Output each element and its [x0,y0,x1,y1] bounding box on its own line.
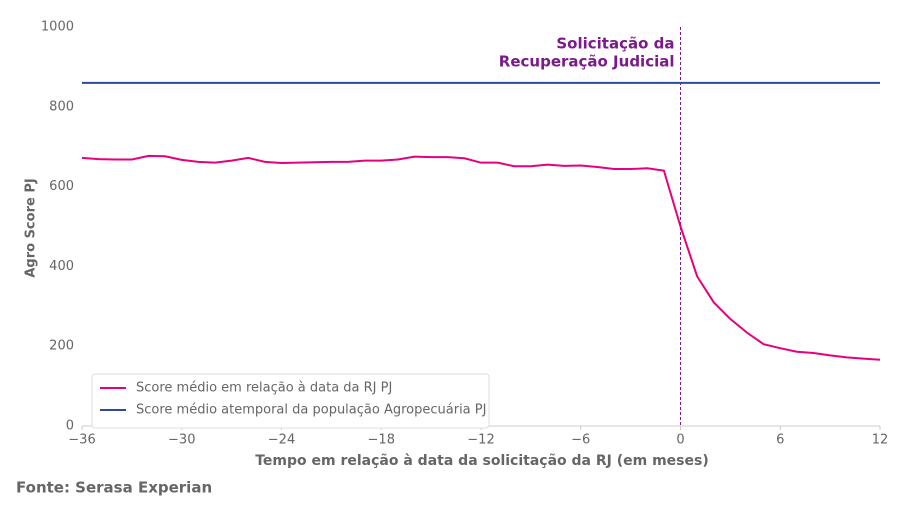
legend-label: Score médio em relação à data da RJ PJ [136,381,392,396]
y-tick-label: 1000 [41,20,74,35]
annotation: Recuperação Judicial [499,53,675,71]
y-tick-label: 0 [66,419,74,434]
x-tick-label: −12 [467,433,494,448]
source: Fonte: Serasa Experian [16,479,212,497]
x-tick-label: 12 [872,433,889,448]
x-tick-label: 6 [776,433,784,448]
y-tick-label: 400 [49,259,74,274]
x-tick-label: 0 [676,433,684,448]
y-tick-label: 200 [49,339,74,354]
x-tick-label: −30 [168,433,195,448]
x-tick-label: −18 [368,433,395,448]
legend-label: Score médio atemporal da população Agrop… [136,403,486,418]
y-tick-label: 800 [49,99,74,114]
series-line [81,154,881,361]
y-axis-label: Agro Score PJ [24,178,39,277]
annotation: Solicitação da [556,35,674,53]
x-axis-label: Tempo em relação à data da solicitação d… [255,453,709,469]
x-tick-label: −24 [268,433,295,448]
x-tick-label: −36 [68,433,95,448]
y-tick-label: 600 [49,179,74,194]
x-tick-label: −6 [571,433,590,448]
legend-box [91,373,490,429]
